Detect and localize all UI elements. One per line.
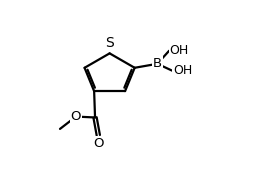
Text: S: S — [105, 36, 114, 50]
Text: B: B — [153, 57, 162, 70]
Text: O: O — [71, 110, 81, 123]
Text: OH: OH — [173, 64, 192, 77]
Text: O: O — [93, 137, 104, 150]
Text: OH: OH — [170, 44, 189, 57]
